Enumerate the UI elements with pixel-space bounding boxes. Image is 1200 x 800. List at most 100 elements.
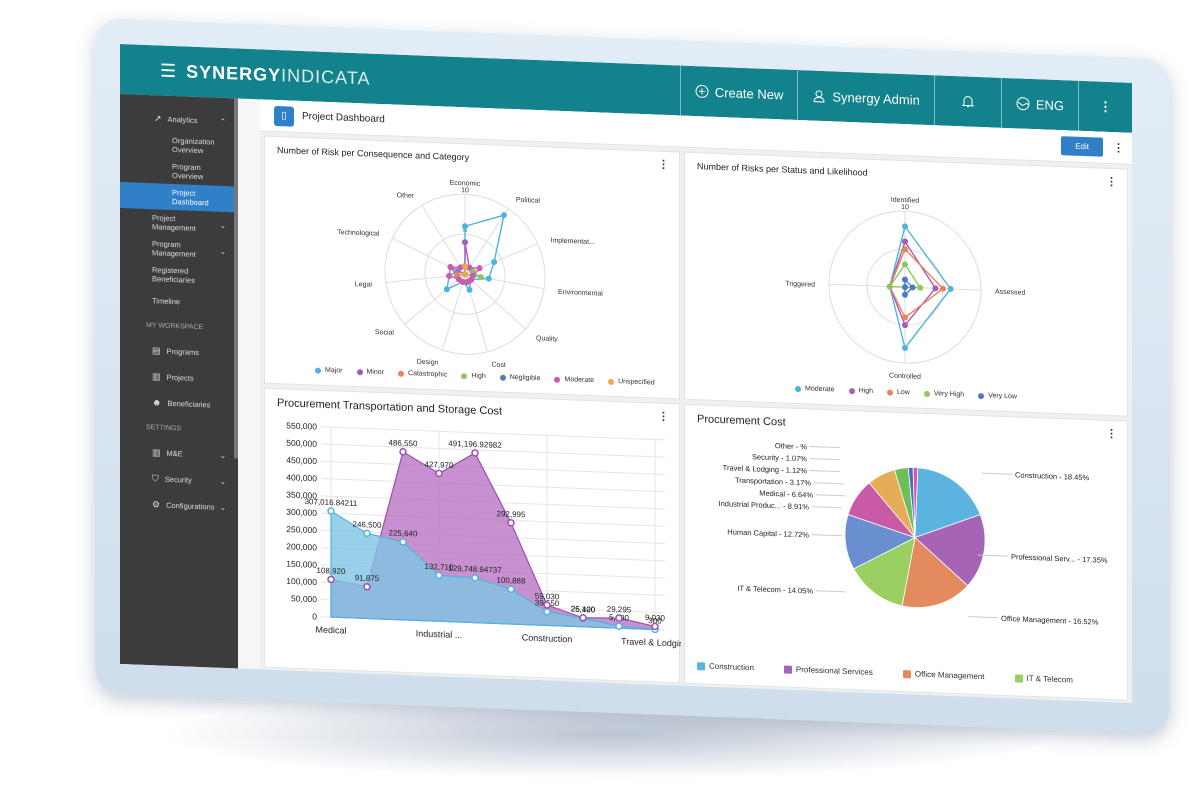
svg-text:400,000: 400,000 — [286, 472, 317, 483]
svg-text:26,100: 26,100 — [571, 604, 596, 614]
svg-text:0: 0 — [312, 611, 317, 621]
sidebar-item-configurations[interactable]: ⚙ Configurations ⌄ — [120, 490, 238, 521]
legend-label: High — [471, 372, 486, 381]
svg-text:Transportation - 3.17%: Transportation - 3.17% — [735, 476, 811, 488]
legend-item[interactable]: Moderate — [795, 385, 835, 394]
svg-text:129,748.94737: 129,748.94737 — [448, 564, 502, 575]
legend-swatch-icon — [697, 661, 705, 670]
legend-dot-icon — [356, 368, 363, 375]
legend-label: Moderate — [805, 385, 835, 394]
svg-text:Construction: Construction — [522, 632, 573, 644]
user-icon — [813, 90, 825, 103]
svg-text:225,640: 225,640 — [389, 528, 418, 538]
legend-swatch-icon — [783, 665, 792, 674]
card-menu-icon[interactable]: ⋮ — [1106, 427, 1117, 441]
legend-item[interactable]: Negligible — [499, 374, 540, 382]
legend-item[interactable]: Catastrophic — [398, 370, 447, 379]
svg-text:450,000: 450,000 — [286, 455, 317, 466]
risk-consequence-card: Number of Risk per Consequence and Categ… — [264, 135, 680, 400]
card-title: Procurement Transportation and Storage C… — [277, 397, 503, 418]
svg-text:10: 10 — [901, 204, 909, 211]
svg-text:100,000: 100,000 — [286, 576, 317, 587]
legend-item[interactable]: Unspecified — [608, 378, 655, 387]
card-menu-icon[interactable]: ⋮ — [658, 158, 669, 172]
card-menu-icon[interactable]: ⋮ — [1106, 175, 1117, 189]
sidebar-item-label: Program Overview — [172, 161, 204, 182]
language-button[interactable]: ENG — [1000, 77, 1078, 131]
legend-item[interactable]: Very Low — [978, 392, 1017, 400]
svg-text:25,420: 25,420 — [571, 605, 596, 615]
svg-text:59,030: 59,030 — [535, 592, 560, 602]
legend-item[interactable]: Office Management — [902, 669, 985, 681]
svg-text:350,000: 350,000 — [286, 489, 317, 500]
create-new-label: Create New — [714, 84, 784, 102]
notifications-button[interactable] — [933, 75, 1001, 128]
legend-item[interactable]: Professional Services — [783, 665, 873, 677]
sidebar-item-label: Organization Overview — [172, 135, 215, 156]
legend-dot-icon — [978, 392, 985, 399]
page-title: Project Dashboard — [302, 110, 385, 126]
svg-text:Triggered: Triggered — [785, 281, 815, 289]
radar-chart-status: IdentifiedAssessedControlledTriggered010 — [785, 197, 1025, 381]
bell-icon — [961, 96, 975, 108]
svg-text:486,550: 486,550 — [389, 438, 418, 448]
legend-item[interactable]: High — [461, 372, 486, 381]
legend-item[interactable]: High — [848, 387, 873, 395]
sidebar-item-label: Beneficiaries — [167, 398, 211, 410]
legend-item[interactable]: Moderate — [554, 376, 594, 384]
svg-text:300: 300 — [648, 616, 662, 626]
legend-dot-icon — [795, 385, 801, 392]
svg-text:Professional Serv... - 17.35%: Professional Serv... - 17.35% — [1011, 552, 1108, 565]
main-content: ▯ Project Dashboard Edit ⋮ Number of Ris… — [260, 99, 1132, 703]
svg-text:Technological: Technological — [337, 229, 380, 238]
edit-button[interactable]: Edit — [1061, 136, 1103, 157]
legend-item[interactable]: Minor — [356, 368, 384, 376]
briefcase-icon: ▥ — [152, 370, 161, 382]
legend-dot-icon — [461, 372, 468, 379]
svg-text:91,875: 91,875 — [355, 573, 380, 583]
svg-text:491,196.92982: 491,196.92982 — [448, 439, 502, 450]
legend-item[interactable]: Very High — [923, 390, 964, 398]
sidebar-item-label: Analytics — [167, 114, 198, 125]
legend-label: Unspecified — [618, 378, 655, 387]
svg-text:132,710: 132,710 — [425, 562, 454, 572]
card-title: Procurement Cost — [697, 413, 786, 429]
svg-text:500,000: 500,000 — [286, 438, 317, 449]
user-menu[interactable]: Synergy Admin — [797, 70, 934, 126]
svg-text:Human Capital - 12.72%: Human Capital - 12.72% — [727, 527, 809, 539]
top-bar: ☰ SYNERGY INDICATA Create New Synergy Ad… — [120, 44, 1132, 133]
legend-swatch-icon — [902, 669, 911, 678]
legend-item[interactable]: Construction — [697, 661, 754, 672]
menu-icon[interactable]: ☰ — [160, 60, 177, 81]
risk-status-card: Number of Risks per Status and Likelihoo… — [684, 151, 1128, 417]
sidebar-item-label: Timeline — [152, 295, 181, 306]
people-icon: ☻ — [152, 397, 162, 408]
page-kebab-icon[interactable]: ⋮ — [1113, 142, 1124, 155]
language-label: ENG — [1035, 96, 1064, 113]
sidebar-item-label: Projects — [166, 372, 194, 383]
svg-text:300,000: 300,000 — [286, 507, 317, 518]
logo-synergy: SYNERGY — [186, 61, 282, 85]
svg-text:Environmental: Environmental — [558, 289, 603, 298]
legend-item[interactable]: IT & Telecom — [1014, 673, 1073, 685]
card-menu-icon[interactable]: ⋮ — [658, 410, 669, 424]
svg-text:Travel & Lodging: Travel & Lodging — [621, 636, 681, 649]
legend-dot-icon — [499, 374, 506, 381]
kebab-icon: ⋮ — [1099, 98, 1112, 115]
svg-text:292,995: 292,995 — [497, 509, 526, 519]
sidebar-item-label: Configurations — [166, 500, 215, 512]
create-new-button[interactable]: Create New — [679, 65, 798, 121]
svg-text:246,500: 246,500 — [353, 520, 382, 530]
logo-indicata: INDICATA — [281, 64, 371, 89]
sidebar-item-label: Project Dashboard — [172, 187, 209, 208]
sidebar-scrollbar[interactable] — [234, 98, 238, 459]
legend-label: Low — [896, 388, 910, 397]
more-button[interactable]: ⋮ — [1078, 80, 1132, 133]
legend-dot-icon — [554, 376, 561, 383]
svg-text:100,888: 100,888 — [497, 576, 526, 586]
svg-text:IT & Telecom - 14.05%: IT & Telecom - 14.05% — [737, 584, 813, 596]
legend-label: Major — [325, 366, 343, 375]
legend-item[interactable]: Major — [315, 366, 343, 375]
radar-chart-consequence: Economic Political Implementat... Environme… — [337, 180, 603, 369]
legend-item[interactable]: Low — [886, 388, 910, 397]
